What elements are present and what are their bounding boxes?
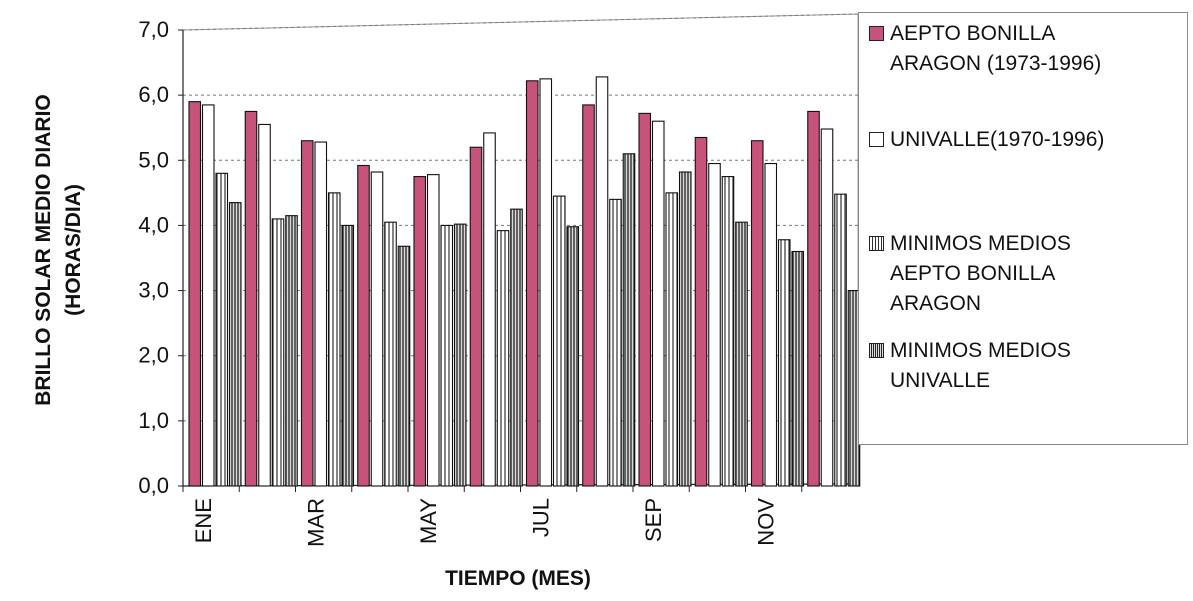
bar-s4-m6 — [510, 208, 523, 487]
bar-s4-nov — [791, 250, 805, 487]
bar-s3-m8 — [609, 198, 622, 487]
bar-s2-m12 — [820, 128, 834, 487]
x-axis-title: TIEMPO (MES) — [445, 567, 591, 590]
bar-s4-m2 — [285, 215, 298, 487]
x-tick-label-jul: JUL — [529, 498, 554, 537]
bar-s3-m6 — [496, 230, 510, 487]
y-tick-label: 2,0 — [138, 343, 169, 368]
bar-s4-mar — [341, 224, 355, 487]
bar-s1-mar — [300, 140, 314, 487]
bar-s4-may — [453, 223, 467, 487]
bar-s1-ene — [188, 101, 202, 487]
legend-item-minimos-aepto: MINIMOS MEDIOS AEPTO BONILLA ARAGON — [869, 229, 1071, 319]
y-tick-label: 6,0 — [138, 82, 169, 107]
bar-s3-sep — [665, 192, 679, 487]
y-gridline — [182, 13, 859, 31]
legend-label-aepto: AEPTO BONILLA ARAGON (1973-1996) — [890, 22, 1102, 75]
x-tick-label-may: MAY — [416, 498, 441, 544]
bar-s4-sep — [678, 171, 692, 487]
bar-s1-m8 — [582, 104, 595, 487]
legend-swatch-aepto — [869, 26, 884, 41]
bar-s3-m2 — [271, 218, 285, 487]
x-tick-label-mar: MAR — [304, 498, 329, 547]
bar-s2-sep — [651, 120, 665, 487]
y-tick-label: 5,0 — [138, 147, 169, 172]
bar-s2-nov — [764, 162, 778, 487]
bar-s2-mar — [314, 141, 328, 487]
bar-s1-m2 — [244, 110, 258, 487]
bar-s2-ene — [201, 104, 215, 487]
bar-s4-jul — [566, 226, 580, 487]
bar-s3-mar — [327, 192, 341, 487]
legend-item-aepto: AEPTO BONILLA ARAGON (1973-1996) — [869, 19, 1101, 79]
legend-swatch-minimos-aepto — [869, 236, 884, 251]
bar-s3-m10 — [721, 176, 735, 487]
bar-s4-m10 — [735, 221, 748, 487]
bar-s2-jul — [539, 78, 553, 487]
y-tick-label: 3,0 — [138, 278, 169, 303]
y-tick-label: 4,0 — [138, 212, 169, 237]
y-tick-label: 0,0 — [138, 473, 169, 498]
bar-s2-m10 — [708, 162, 721, 487]
bar-s1-m6 — [469, 146, 483, 487]
bar-s3-m12 — [834, 193, 847, 487]
bar-s4-m8 — [622, 153, 636, 487]
legend-label-univalle: UNIVALLE(1970-1996) — [890, 128, 1105, 151]
legend-label-minimos-aepto: MINIMOS MEDIOS AEPTO BONILLA ARAGON — [890, 232, 1071, 315]
bar-s1-m12 — [807, 110, 820, 487]
legend-label-minimos-univalle: MINIMOS MEDIOS UNIVALLE — [890, 339, 1071, 392]
chart-legend: AEPTO BONILLA ARAGON (1973-1996) UNIVALL… — [858, 12, 1188, 445]
bar-s2-m4 — [370, 171, 384, 487]
y-tick-label: 7,0 — [138, 17, 169, 42]
bar-s3-may — [440, 224, 454, 487]
bar-s1-sep — [638, 112, 652, 487]
legend-item-univalle: UNIVALLE(1970-1996) — [869, 125, 1104, 155]
y-tick-label: 1,0 — [138, 408, 169, 433]
bar-s3-m4 — [384, 221, 397, 487]
bar-s2-m8 — [595, 76, 609, 487]
bar-s1-may — [413, 176, 427, 487]
bar-s4-ene — [228, 202, 242, 487]
bar-s3-jul — [552, 195, 566, 487]
bar-s2-m2 — [258, 123, 271, 487]
x-tick-label-ene: ENE — [191, 498, 216, 543]
legend-swatch-minimos-univalle — [869, 343, 884, 358]
legend-item-minimos-univalle: MINIMOS MEDIOS UNIVALLE — [869, 336, 1071, 396]
bar-s3-nov — [777, 239, 791, 487]
bar-s4-m4 — [397, 245, 411, 487]
bar-s3-ene — [215, 172, 229, 487]
bar-s1-m10 — [694, 136, 708, 487]
x-tick-label-nov: NOV — [754, 498, 779, 546]
y-axis-title: BRILLO SOLAR MEDIO DIARIO — [32, 94, 55, 406]
bar-s2-may — [426, 174, 440, 487]
bar-s1-jul — [525, 80, 539, 487]
bar-s2-m6 — [483, 132, 496, 487]
bar-s1-m4 — [357, 164, 370, 487]
y-axis-subtitle: (HORAS/DIA) — [62, 184, 85, 316]
x-tick-label-sep: SEP — [641, 498, 666, 542]
legend-swatch-univalle — [869, 132, 884, 147]
bar-s1-nov — [750, 140, 764, 487]
